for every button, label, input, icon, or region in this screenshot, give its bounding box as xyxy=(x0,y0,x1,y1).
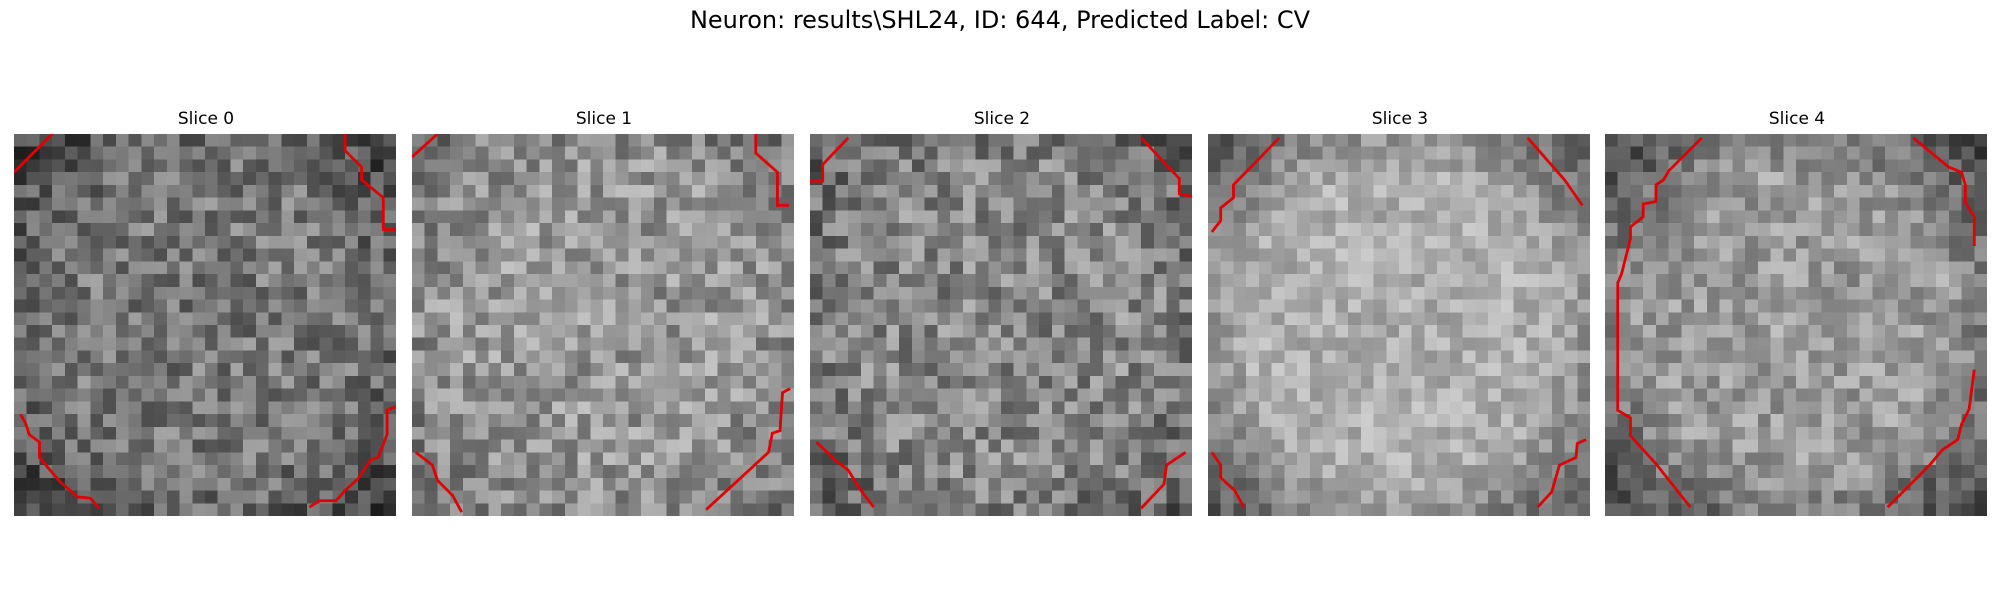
slice-image xyxy=(14,134,396,516)
contour-line xyxy=(705,387,791,511)
figure-title: Neuron: results\SHL24, ID: 644, Predicte… xyxy=(689,6,1311,34)
contour-line xyxy=(343,134,396,231)
slice-title: Slice 1 xyxy=(575,109,633,129)
slice-panel-2: Slice 2 xyxy=(810,110,1194,516)
slice-title: Slice 3 xyxy=(1371,109,1429,129)
slice-panel-0: Slice 0 xyxy=(14,110,398,516)
contour-line xyxy=(1210,136,1281,233)
slice-title: Slice 4 xyxy=(1768,109,1826,129)
contour-line xyxy=(308,405,396,509)
contour-line xyxy=(1616,136,1703,508)
contour-line xyxy=(412,134,439,158)
slice-panel-4: Slice 4 xyxy=(1605,110,1989,516)
slice-title: Slice 2 xyxy=(973,109,1031,129)
slice-panel-1: Slice 1 xyxy=(412,110,796,516)
contour-line xyxy=(754,134,789,207)
contour-line xyxy=(815,441,875,508)
contour-line xyxy=(810,136,850,183)
slice-image xyxy=(1208,134,1590,516)
contour-overlay xyxy=(412,134,791,513)
contour-overlay xyxy=(810,136,1192,510)
contour-line xyxy=(14,134,54,174)
slice-panel-3: Slice 3 xyxy=(1208,110,1592,516)
contour-line xyxy=(1886,369,1976,509)
contour-line xyxy=(1912,136,1976,247)
contour-line xyxy=(19,413,101,510)
contour-line xyxy=(1140,451,1187,510)
slice-image xyxy=(1605,134,1987,516)
slice-image xyxy=(412,134,794,516)
slice-title: Slice 0 xyxy=(177,109,235,129)
contour-line xyxy=(1140,136,1192,198)
contour-overlay xyxy=(14,134,396,510)
contour-line xyxy=(1210,451,1245,508)
slice-image xyxy=(810,134,1192,516)
contour-overlay xyxy=(1210,136,1587,509)
contour-overlay xyxy=(1616,136,1976,509)
contour-line xyxy=(1526,136,1584,207)
contour-line xyxy=(414,451,463,513)
contour-line xyxy=(1536,438,1587,509)
